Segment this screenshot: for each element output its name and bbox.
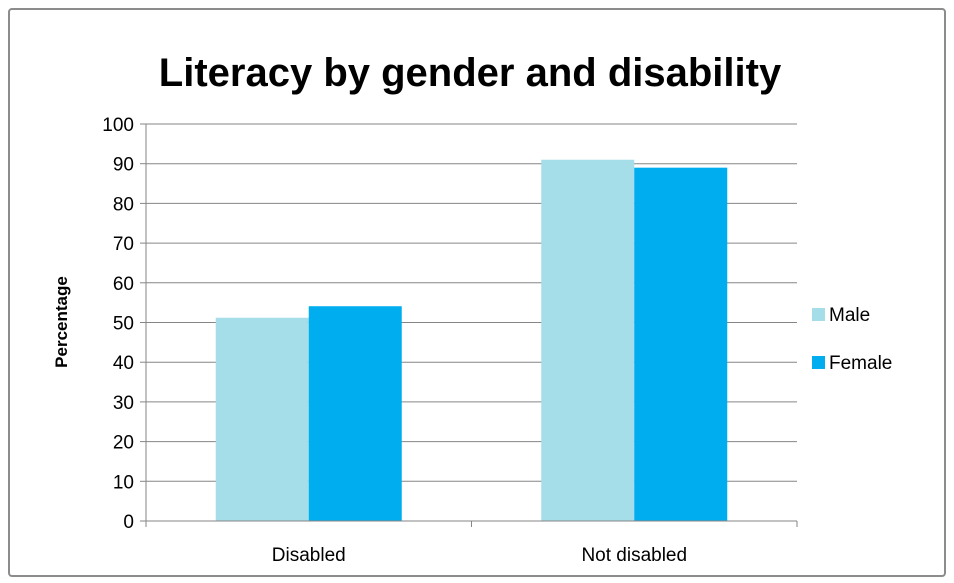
legend-label-female: Female bbox=[829, 353, 892, 374]
x-category-label: Disabled bbox=[272, 545, 346, 566]
y-tick-labels: 0 10 20 30 40 50 60 70 80 90 100 bbox=[102, 115, 134, 533]
bar-female-disabled bbox=[308, 306, 402, 521]
y-tick-label: 80 bbox=[113, 194, 134, 215]
y-tick-label: 0 bbox=[123, 512, 134, 533]
y-tick-label: 100 bbox=[102, 115, 134, 136]
chart-frame bbox=[8, 8, 946, 577]
y-tick-label: 20 bbox=[113, 433, 134, 454]
legend-swatch-female bbox=[812, 356, 825, 369]
y-tick-label: 50 bbox=[113, 314, 134, 335]
bars bbox=[215, 159, 728, 522]
y-tick-label: 30 bbox=[113, 393, 134, 414]
bar-male-not-disabled bbox=[541, 159, 635, 522]
y-axis-label: Percentage bbox=[52, 276, 71, 368]
legend-label-male: Male bbox=[829, 305, 870, 326]
bar-female-not-disabled bbox=[634, 167, 728, 522]
axes bbox=[145, 124, 798, 527]
y-tick-label: 60 bbox=[113, 274, 134, 295]
chart-title: Literacy by gender and disability bbox=[159, 51, 782, 95]
y-tick-label: 90 bbox=[113, 155, 134, 176]
legend: Male Female bbox=[812, 305, 892, 374]
y-tick-label: 40 bbox=[113, 353, 134, 374]
y-tick-label: 70 bbox=[113, 234, 134, 255]
bar-male-disabled bbox=[215, 317, 309, 521]
legend-swatch-male bbox=[812, 308, 825, 321]
x-category-label: Not disabled bbox=[581, 545, 687, 566]
x-category-labels: Disabled Not disabled bbox=[272, 545, 687, 566]
y-tick-label: 10 bbox=[113, 472, 134, 493]
